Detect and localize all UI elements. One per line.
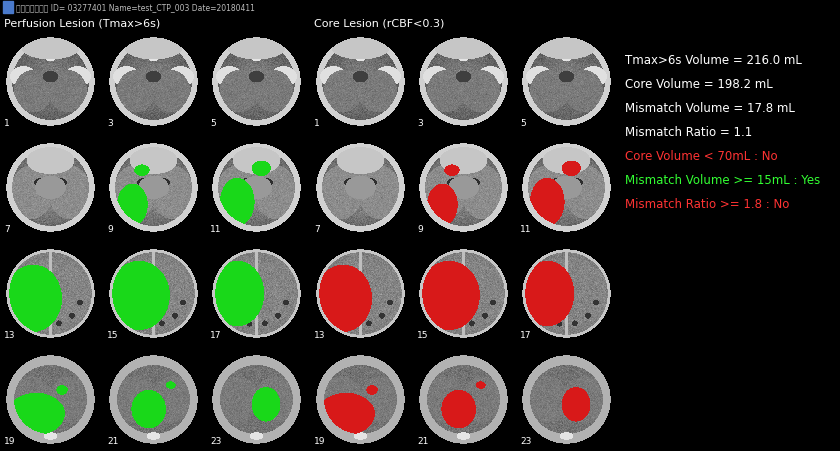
Text: 1: 1: [4, 119, 10, 128]
Text: 13: 13: [4, 330, 15, 339]
Text: 19: 19: [314, 436, 326, 445]
Text: 15: 15: [417, 330, 428, 339]
Text: Perfusion Lesion (Tmax>6s): Perfusion Lesion (Tmax>6s): [4, 18, 160, 28]
Text: 7: 7: [4, 225, 10, 234]
Text: Core Volume = 198.2 mL: Core Volume = 198.2 mL: [625, 78, 773, 91]
Text: Core Lesion (rCBF<0.3): Core Lesion (rCBF<0.3): [314, 18, 444, 28]
Text: Mismatch Volume >= 15mL : Yes: Mismatch Volume >= 15mL : Yes: [625, 174, 820, 187]
Text: 3: 3: [417, 119, 423, 128]
Text: 11: 11: [210, 225, 222, 234]
Text: 21: 21: [417, 436, 428, 445]
Text: 21: 21: [107, 436, 118, 445]
Text: 1: 1: [314, 119, 320, 128]
Text: Core Volume < 70mL : No: Core Volume < 70mL : No: [625, 150, 778, 163]
Text: Tmax>6s Volume = 216.0 mL: Tmax>6s Volume = 216.0 mL: [625, 54, 802, 67]
Text: 3: 3: [107, 119, 113, 128]
Text: 7: 7: [314, 225, 320, 234]
Text: 19: 19: [4, 436, 15, 445]
Text: 9: 9: [107, 225, 113, 234]
Text: 23: 23: [210, 436, 222, 445]
Text: 15: 15: [107, 330, 118, 339]
Text: Mismatch Volume = 17.8 mL: Mismatch Volume = 17.8 mL: [625, 102, 795, 115]
Text: 13: 13: [314, 330, 326, 339]
Text: 9: 9: [417, 225, 423, 234]
Bar: [3, 2, 13, 14]
Text: 23: 23: [520, 436, 532, 445]
Text: Mismatch Ratio >= 1.8 : No: Mismatch Ratio >= 1.8 : No: [625, 198, 790, 211]
Text: Mismatch Ratio = 1.1: Mismatch Ratio = 1.1: [625, 126, 753, 139]
Text: 5: 5: [520, 119, 526, 128]
Text: サマリーマップ ID= 03277401 Name=test_CTP_003 Date=20180411: サマリーマップ ID= 03277401 Name=test_CTP_003 D…: [16, 4, 255, 13]
Text: 17: 17: [210, 330, 222, 339]
Text: 5: 5: [210, 119, 216, 128]
Text: 17: 17: [520, 330, 532, 339]
Text: 11: 11: [520, 225, 532, 234]
